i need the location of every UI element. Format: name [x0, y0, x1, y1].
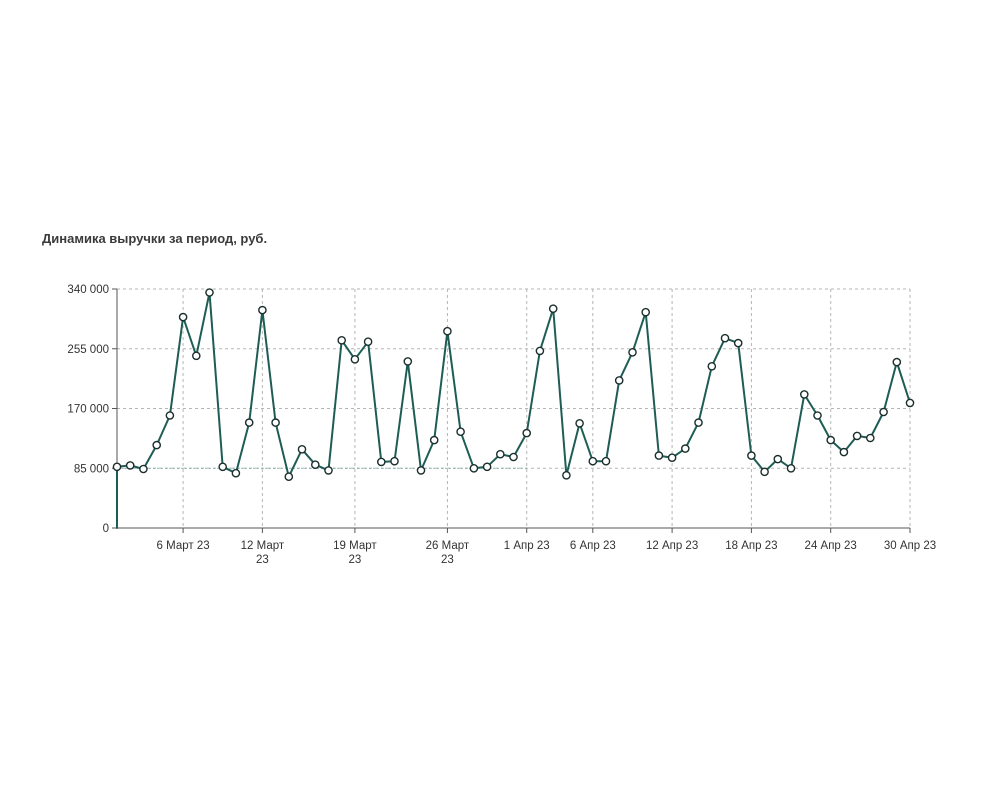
x-tick-label-line: 23	[441, 554, 454, 566]
data-point	[390, 456, 399, 466]
data-point	[376, 457, 386, 467]
x-tick-label-line: 1 Апр 23	[504, 540, 550, 552]
x-tick-label-line: 19 Март	[333, 540, 377, 552]
data-point	[614, 376, 624, 385]
x-tick-label-line: 6 Апр 23	[570, 540, 616, 552]
x-tick-label-line: 23	[349, 554, 362, 566]
x-tick-label-line: 23	[256, 554, 269, 566]
x-tick-label: 12 Апр 23	[646, 540, 698, 552]
x-tick-label-line: 6 Март 23	[157, 540, 210, 552]
y-tick-label: 0	[103, 523, 109, 535]
y-tick-label: 85 000	[74, 463, 109, 475]
data-point	[733, 338, 743, 348]
data-point	[191, 351, 201, 361]
data-point	[667, 453, 677, 463]
x-tick-label: 18 Апр 23	[725, 540, 777, 552]
data-point	[218, 462, 227, 472]
data-point	[826, 435, 836, 445]
x-tick-label: 19 Март 23	[333, 540, 377, 566]
x-tick-label-line: 12 Март	[241, 540, 285, 552]
data-point	[562, 470, 571, 480]
axes	[112, 288, 911, 533]
data-point	[403, 357, 413, 366]
data-point	[720, 333, 730, 343]
data-point	[800, 390, 809, 399]
x-tick-label: 6 Март 23	[157, 540, 210, 552]
data-point	[112, 462, 122, 472]
y-tick-labels: 0 85 000 170 000 255 000 340 000	[67, 284, 109, 535]
data-point	[747, 451, 756, 460]
data-point	[786, 463, 796, 473]
data-point	[681, 444, 690, 453]
x-tick-label-line: 12 Апр 23	[646, 540, 698, 552]
data-point	[443, 326, 452, 336]
data-point	[152, 440, 161, 450]
x-tick-label: 6 Апр 23	[570, 540, 616, 552]
data-point	[297, 444, 307, 454]
series-line	[116, 291, 911, 529]
data-point	[707, 361, 717, 371]
data-point	[258, 305, 267, 315]
chart-title: Динамика выручки за период, руб.	[42, 231, 268, 246]
x-tick-label: 1 Апр 23	[504, 540, 550, 552]
y-tick-label: 255 000	[67, 344, 109, 356]
data-point	[337, 335, 347, 345]
data-point	[773, 454, 783, 464]
data-point	[350, 354, 360, 364]
data-point	[310, 460, 320, 470]
data-point	[125, 461, 135, 470]
data-point	[165, 411, 175, 420]
data-point	[416, 466, 426, 475]
data-point	[363, 337, 373, 347]
series-revenue	[112, 288, 915, 529]
x-tick-label: 26 Март 23	[426, 540, 470, 566]
x-tick-label-line: 26 Март	[426, 540, 470, 552]
data-point	[839, 447, 849, 457]
data-point	[324, 466, 333, 475]
data-point	[654, 451, 664, 460]
data-point	[628, 347, 637, 357]
x-tick-label-line: 18 Апр 23	[725, 540, 777, 552]
data-point	[641, 307, 651, 317]
data-point	[139, 464, 148, 474]
data-point	[482, 462, 492, 472]
x-tick-label-line: 24 Апр 23	[805, 540, 857, 552]
data-point	[178, 312, 188, 322]
data-point	[892, 357, 902, 367]
x-tick-label: 30 Апр 23	[884, 540, 936, 552]
grid-lines	[117, 288, 911, 528]
data-point	[694, 418, 703, 427]
y-tick-label: 170 000	[67, 404, 109, 416]
data-point	[879, 407, 888, 417]
data-point	[509, 452, 518, 462]
data-point	[575, 418, 584, 428]
data-point	[231, 468, 241, 478]
data-point	[601, 456, 611, 466]
data-point	[429, 435, 439, 445]
data-point	[905, 398, 915, 408]
x-tick-label: 24 Апр 23	[805, 540, 857, 552]
data-point	[271, 418, 280, 427]
data-point	[813, 411, 822, 420]
data-point	[522, 428, 532, 438]
data-point	[495, 449, 505, 459]
x-tick-label: 12 Март 23	[241, 540, 285, 566]
data-point	[205, 288, 214, 297]
y-tick-label: 340 000	[67, 284, 109, 296]
data-point	[866, 433, 875, 443]
data-point	[852, 431, 862, 441]
data-point	[548, 304, 558, 314]
data-point	[284, 472, 294, 482]
x-tick-labels: 6 Март 23 12 Март 23 19 Март 23 26 Март 23 1 Ап…	[157, 540, 937, 566]
data-point	[244, 418, 254, 427]
data-point	[456, 427, 465, 437]
data-point	[588, 456, 598, 466]
x-tick-label-line: 30 Апр 23	[884, 540, 936, 552]
data-point	[469, 463, 479, 473]
data-point	[535, 346, 545, 356]
data-point	[760, 467, 769, 477]
